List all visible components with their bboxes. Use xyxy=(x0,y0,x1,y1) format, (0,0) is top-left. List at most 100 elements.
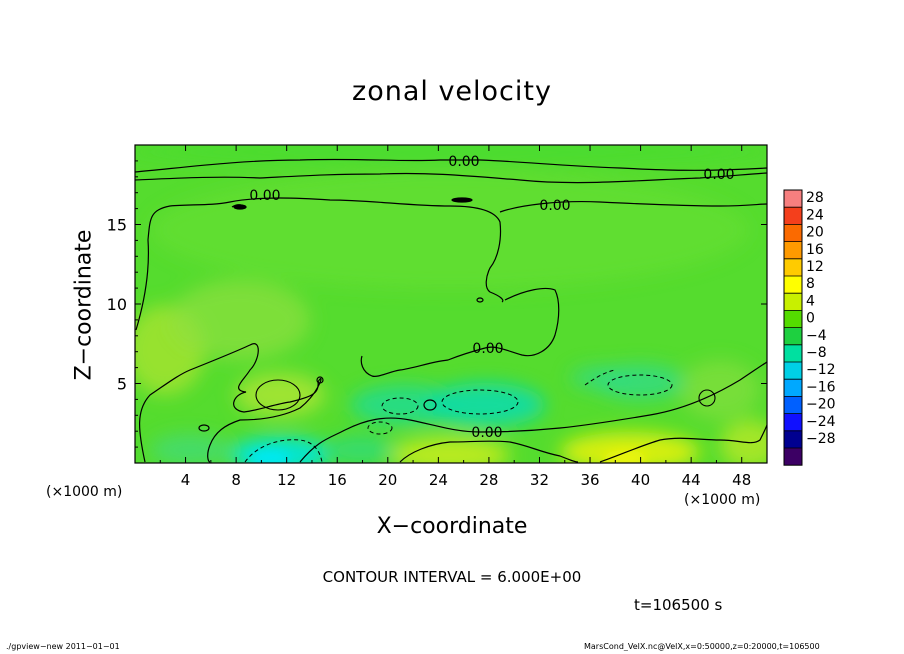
contour-label: 0.00 xyxy=(472,341,503,357)
colorbar-cell xyxy=(784,362,802,380)
y-tick-label: 5 xyxy=(117,375,127,394)
dashed-contour-6 xyxy=(367,421,393,435)
contour-small-1 xyxy=(423,399,437,411)
colorbar-cell xyxy=(784,207,802,225)
colorbar-label: −28 xyxy=(806,431,836,447)
field-bottom-neg-2 xyxy=(150,434,230,463)
contour-label: 0.00 xyxy=(703,167,734,183)
x-tick-label: 40 xyxy=(631,471,650,489)
x-unit-right: (×1000 m) xyxy=(684,492,761,508)
contour-top-blob xyxy=(451,197,473,203)
dashed-contour-5 xyxy=(244,439,323,463)
contour-solid-positive xyxy=(255,379,716,411)
positive-contour-2 xyxy=(698,389,716,407)
chart-title: zonal velocity xyxy=(352,76,552,107)
field-core-cyan xyxy=(250,450,290,463)
time-stamp: t=106500 s xyxy=(634,596,723,614)
colorbar-cell xyxy=(784,344,802,362)
colorbar-cell xyxy=(784,241,802,259)
y-tick-label: 10 xyxy=(107,295,127,314)
footer-left: ./gpview−new 2011−01−01 xyxy=(6,642,120,651)
x-tick-label: 32 xyxy=(530,471,549,489)
dashed-contour-2 xyxy=(441,389,519,415)
contour-top-blob-2 xyxy=(233,204,247,210)
field-right-positive xyxy=(680,360,760,420)
field-top-band xyxy=(135,145,767,164)
colorbar-cell xyxy=(784,293,802,311)
x-axis-label: X−coordinate xyxy=(0,514,904,539)
dashed-contour-3 xyxy=(607,374,673,396)
footer-right: MarsCond_VelX.nc@VelX,x=0:50000,z=0:2000… xyxy=(584,642,820,651)
y-tick-label: 15 xyxy=(107,216,127,235)
x-tick-label: 48 xyxy=(732,471,751,489)
contour-bottom-main xyxy=(299,361,767,463)
field-upper-light xyxy=(150,170,750,290)
contour-main xyxy=(138,343,322,463)
colorbar-label: −12 xyxy=(806,362,836,378)
colorbar-cell xyxy=(784,396,802,414)
colorbar-label: −4 xyxy=(806,328,827,344)
colorbar-cell xyxy=(784,448,802,466)
colorbar-cell xyxy=(784,379,802,397)
x-tick-label: 36 xyxy=(580,471,599,489)
field-neg-2 xyxy=(425,383,545,427)
contour-lines xyxy=(135,158,767,463)
contour-top-2 xyxy=(135,172,767,184)
contour-label: 0.00 xyxy=(249,188,280,204)
positive-contour-1 xyxy=(255,379,301,411)
x-tick-label: 16 xyxy=(328,471,347,489)
colorbar-cell xyxy=(784,224,802,242)
colorbar-label: 4 xyxy=(806,293,815,309)
y-axis-label: Z−coordinate xyxy=(71,229,97,381)
colorbar-label: 24 xyxy=(806,207,824,223)
field-bottom-pos-3 xyxy=(720,420,767,463)
field-core-yellow xyxy=(603,450,647,463)
heatmap-field: 0.00 0.00 0.00 0.00 0.00 0.00 xyxy=(135,145,767,463)
x-tick-label: 8 xyxy=(231,471,241,489)
colorbar-label: 16 xyxy=(806,242,824,258)
contour-lines-dashed xyxy=(244,369,673,463)
contour-small-4 xyxy=(476,297,484,303)
colorbar-label: 0 xyxy=(806,311,815,327)
colorbar-label: −20 xyxy=(806,397,836,413)
x-tick-label: 24 xyxy=(429,471,448,489)
contour-labels: 0.00 0.00 0.00 0.00 0.00 0.00 xyxy=(249,154,734,441)
colorbar-cell xyxy=(784,413,802,431)
contour-bottom-mid xyxy=(399,440,579,463)
x-axis-label-text: X−coordinate xyxy=(376,514,528,539)
contour-label: 0.00 xyxy=(448,154,479,170)
colorbar-cell xyxy=(784,430,802,448)
colorbar-cell xyxy=(784,258,802,276)
colorbar-cell xyxy=(784,276,802,294)
contour-large-region xyxy=(135,197,767,331)
field-bottom-neg-3 xyxy=(325,436,395,463)
contour-top-1 xyxy=(135,158,767,173)
colorbar-label: −24 xyxy=(806,414,836,430)
x-unit-left: (×1000 m) xyxy=(46,484,123,500)
contour-bottom-right xyxy=(599,424,767,463)
dashed-contour-4 xyxy=(584,369,616,386)
contour-mid-branch xyxy=(360,287,560,377)
contour-interval: CONTOUR INTERVAL = 6.000E+00 xyxy=(322,568,582,586)
contour-small-2 xyxy=(316,376,324,384)
field-neg-4 xyxy=(570,366,630,390)
dashed-contour-1 xyxy=(381,397,419,415)
contour-label: 0.00 xyxy=(539,198,570,214)
x-tick-label: 20 xyxy=(378,471,397,489)
x-tick-label: 28 xyxy=(479,471,498,489)
contour-small-3 xyxy=(198,424,210,432)
colorbar-cell xyxy=(784,327,802,345)
x-axis: 4 8 12 16 20 24 28 32 36 40 44 48 xyxy=(159,145,751,489)
field-bottom-pos-1 xyxy=(390,437,510,463)
x-tick-label: 44 xyxy=(682,471,701,489)
colorbar-cell xyxy=(784,310,802,328)
colorbar-label: 12 xyxy=(806,259,824,275)
colorbar-label: 28 xyxy=(806,190,824,206)
x-tick-label: 12 xyxy=(277,471,296,489)
colorbar-cell xyxy=(784,190,802,208)
field-left-positive-2 xyxy=(170,280,310,360)
colorbar-label: 20 xyxy=(806,225,824,241)
colorbar-label: 8 xyxy=(806,276,815,292)
